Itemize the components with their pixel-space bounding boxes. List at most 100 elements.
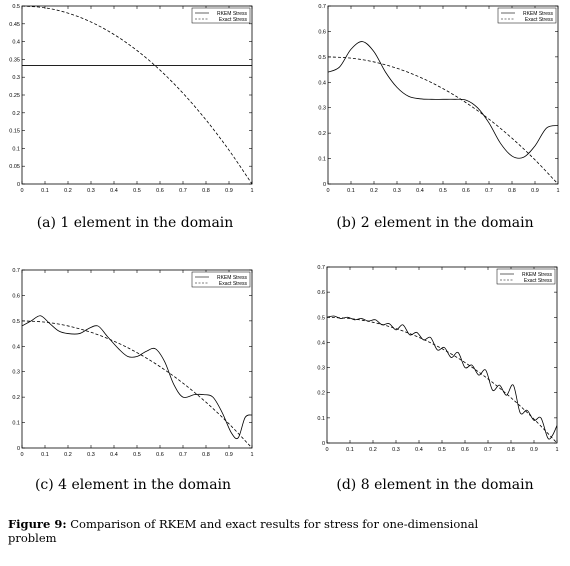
x-tick-label: 0.7 (179, 188, 187, 194)
chart-b-svg: 0 0.1 0.2 0.3 0.4 0.5 0.6 0.7 0.8 0.9 1 0 0.1 0.2 0.3 0… (318, 4, 559, 194)
x-tick-label: 0.5 (133, 452, 141, 458)
legend-label: RKEM Stress (217, 275, 248, 281)
legend-label: Exact Stress (524, 278, 553, 284)
plot-area (21, 5, 253, 185)
y-tick-label: 0.05 (9, 164, 20, 170)
series-line-exact (22, 6, 252, 184)
x-tick-label: 0.1 (347, 188, 355, 194)
series-line-rkem (327, 315, 557, 440)
x-tick-label: 0.2 (64, 188, 72, 194)
caption-a: (a) 1 element in the domain (36, 215, 234, 231)
chart-a-svg: 0 0.1 0.2 0.3 0.4 0.5 0.6 0.7 0.8 0.9 1 0 0.05 0.1 0.1… (9, 4, 253, 194)
plot-area (327, 5, 559, 185)
x-tick-label: 0 (20, 452, 23, 458)
caption-b: (b) 2 element in the domain (336, 215, 534, 231)
plot-area (21, 269, 253, 449)
y-tick-label: 0.3 (317, 366, 325, 372)
y-tick-label: 0.1 (12, 146, 20, 152)
y-tick-label: 0.7 (12, 268, 20, 274)
y-tick-label: 0.3 (12, 370, 20, 376)
x-tick-label: 0.6 (462, 188, 470, 194)
chart-panel-a: 0 0.1 0.2 0.3 0.4 0.5 0.6 0.7 0.8 0.9 1 0 0.05 0.1 0.1… (0, 0, 270, 200)
y-tick-label: 0.5 (317, 315, 325, 321)
x-tick-label: 1 (555, 447, 558, 453)
y-tick-label: 0.2 (12, 111, 20, 117)
x-tick-label: 0.8 (202, 452, 210, 458)
x-tick-label: 0.9 (530, 447, 538, 453)
y-tick-label: 0 (17, 182, 20, 188)
y-tick-label: 0.6 (318, 29, 326, 35)
x-tick-label: 0.7 (484, 447, 492, 453)
x-tick-label: 0.9 (225, 452, 233, 458)
figure-caption: Figure 9: Comparison of RKEM and exact r… (8, 517, 528, 545)
legend-label: Exact Stress (525, 17, 554, 23)
x-tick-label: 0 (325, 447, 328, 453)
x-tick-label: 0.2 (64, 452, 72, 458)
legend-label: RKEM Stress (522, 272, 553, 278)
x-tick-label: 0.5 (438, 447, 446, 453)
series-line-rkem (22, 315, 252, 440)
series-line-exact (328, 56, 558, 184)
x-tick-label: 0.2 (369, 447, 377, 453)
x-tick-label: 0.3 (393, 188, 401, 194)
series-line-exact (22, 320, 252, 448)
x-tick-label: 0.1 (41, 188, 49, 194)
y-tick-label: 0 (323, 182, 326, 188)
x-tick-label: 0.8 (507, 447, 515, 453)
y-tick-label: 0.4 (12, 40, 20, 46)
y-tick-label: 0.2 (318, 131, 326, 137)
chart-d-svg: 0 0.1 0.2 0.3 0.4 0.5 0.6 0.7 0.8 0.9 1 0 0.1 0.2 0.3 0… (317, 265, 558, 453)
y-tick-label: 0.3 (12, 75, 20, 81)
x-tick-label: 0.4 (110, 452, 118, 458)
x-tick-label: 1 (556, 188, 559, 194)
chart-panel-c: 0 0.1 0.2 0.3 0.4 0.5 0.6 0.7 0.8 0.9 1 0 0.1 0.2 0.3 0… (0, 262, 270, 462)
x-tick-label: 1 (250, 452, 253, 458)
caption-d: (d) 8 element in the domain (336, 477, 534, 493)
x-tick-label: 0.8 (202, 188, 210, 194)
x-tick-label: 0.1 (346, 447, 354, 453)
x-tick-label: 0.6 (156, 188, 164, 194)
y-tick-label: 0.2 (317, 391, 325, 397)
figure-caption-text: Comparison of RKEM and exact results for… (8, 517, 479, 545)
chart-panel-d: 0 0.1 0.2 0.3 0.4 0.5 0.6 0.7 0.8 0.9 1 0 0.1 0.2 0.3 0… (290, 262, 570, 462)
plot-area (326, 266, 558, 444)
x-tick-label: 0.5 (133, 188, 141, 194)
y-tick-label: 0.5 (318, 55, 326, 61)
y-tick-label: 0.5 (12, 4, 20, 10)
chart-c-svg: 0 0.1 0.2 0.3 0.4 0.5 0.6 0.7 0.8 0.9 1 0 0.1 0.2 0.3 0… (12, 268, 253, 458)
y-tick-label: 0.3 (318, 106, 326, 112)
y-tick-label: 0.25 (9, 93, 20, 99)
y-tick-label: 0.5 (12, 319, 20, 325)
y-tick-label: 0.35 (9, 57, 20, 63)
y-tick-label: 0.4 (317, 340, 325, 346)
x-tick-label: 0.3 (392, 447, 400, 453)
legend-label: Exact Stress (219, 17, 248, 23)
y-tick-label: 0.6 (12, 293, 20, 299)
x-tick-label: 0 (326, 188, 329, 194)
legend-label: Exact Stress (219, 281, 248, 287)
y-tick-label: 0.4 (12, 344, 20, 350)
y-tick-label: 0.1 (318, 157, 326, 163)
x-tick-label: 0.9 (531, 188, 539, 194)
y-tick-label: 0.1 (317, 416, 325, 422)
y-tick-label: 0.15 (9, 129, 20, 135)
y-tick-label: 0.6 (317, 290, 325, 296)
series-line-exact (327, 316, 557, 443)
x-tick-label: 0.8 (508, 188, 516, 194)
x-tick-label: 0.3 (87, 452, 95, 458)
y-tick-label: 0.2 (12, 395, 20, 401)
series-line-rkem (328, 41, 558, 159)
y-tick-label: 0.4 (318, 80, 326, 86)
x-tick-label: 0.5 (439, 188, 447, 194)
x-tick-label: 0.4 (415, 447, 423, 453)
chart-panel-b: 0 0.1 0.2 0.3 0.4 0.5 0.6 0.7 0.8 0.9 1 0 0.1 0.2 0.3 0… (290, 0, 570, 200)
x-tick-label: 0.3 (87, 188, 95, 194)
legend-label: RKEM Stress (523, 11, 554, 17)
y-tick-label: 0.1 (12, 421, 20, 427)
x-tick-label: 0.7 (179, 452, 187, 458)
x-tick-label: 0.6 (156, 452, 164, 458)
y-tick-label: 0 (322, 441, 325, 447)
y-tick-label: 0.7 (318, 4, 326, 10)
x-tick-label: 0 (20, 188, 23, 194)
x-tick-label: 0.9 (225, 188, 233, 194)
